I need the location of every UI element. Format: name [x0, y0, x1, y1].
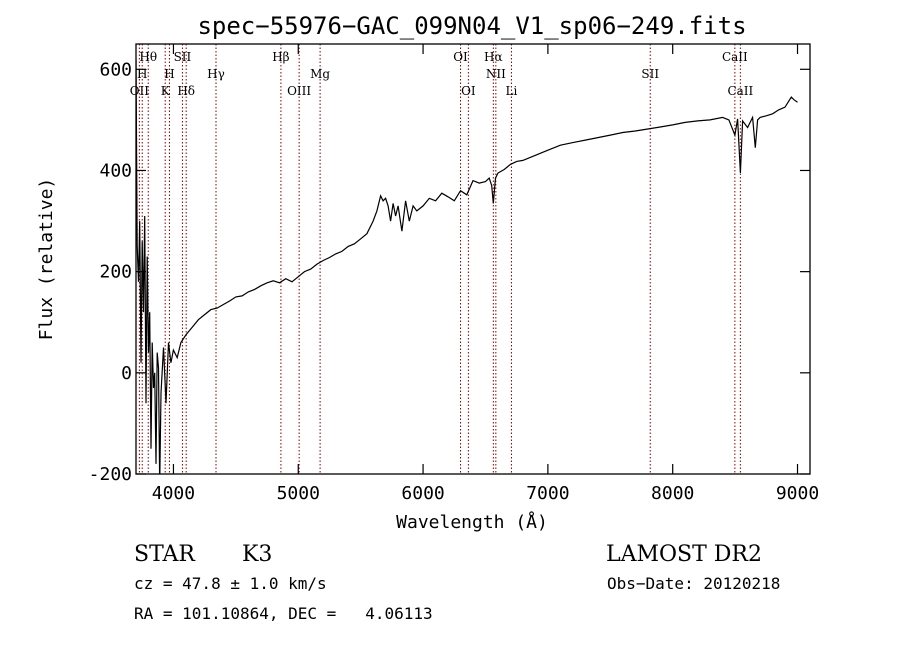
emission-line-label: H	[164, 67, 174, 81]
emission-line-label: Hγ	[207, 67, 225, 81]
x-tick-label: 7000	[526, 483, 569, 504]
emission-line-label: CaII	[722, 50, 748, 64]
emission-line-label: Hθ	[139, 50, 157, 64]
emission-line-label: OII	[130, 84, 150, 98]
y-tick-label: 200	[99, 262, 132, 283]
emission-line-label: CaII	[727, 84, 753, 98]
y-tick-label: 0	[121, 363, 132, 384]
emission-line-label: SII	[174, 50, 192, 64]
emission-line-markers	[138, 44, 741, 474]
emission-line-label: Li	[506, 84, 518, 98]
coordinates: RA = 101.10864, DEC = 4.06113	[134, 604, 433, 623]
x-tick-label: 9000	[776, 483, 819, 504]
x-tick-label: 5000	[277, 483, 320, 504]
redshift-cz: cz = 47.8 ± 1.0 km/s	[134, 574, 327, 593]
survey-name: LAMOST DR2	[606, 542, 762, 567]
emission-line-label: NII	[486, 67, 506, 81]
y-axis-label: Flux (relative)	[36, 178, 57, 341]
emission-line-label: K	[161, 84, 171, 98]
plot-frame	[135, 43, 811, 475]
x-tick-label: 4000	[152, 483, 195, 504]
emission-line-label: Hα	[484, 50, 503, 64]
y-axis: -200 0 200 400 600	[89, 59, 810, 485]
y-tick-label: 600	[99, 59, 132, 80]
x-tick-label: 6000	[401, 483, 444, 504]
spectrum-line	[136, 59, 798, 474]
observation-date: Obs−Date: 20120218	[607, 574, 780, 593]
emission-line-label: OI	[453, 50, 468, 64]
emission-line-label: Hδ	[177, 84, 195, 98]
x-axis-label: Wavelength (Å)	[396, 511, 548, 533]
emission-line-label: Mg	[310, 67, 330, 81]
chart-title: spec−55976−GAC_099N04_V1_sp06−249.fits	[197, 12, 746, 40]
emission-line-label: H	[137, 67, 147, 81]
object-subclass: K3	[242, 542, 272, 567]
emission-line-label: SII	[641, 67, 659, 81]
x-tick-label: 8000	[651, 483, 694, 504]
object-class: STAR	[134, 542, 196, 567]
emission-line-label: OI	[461, 84, 476, 98]
emission-line-label: Hβ	[272, 50, 289, 64]
y-tick-label: 400	[99, 160, 132, 181]
emission-line-label: OIII	[287, 84, 311, 98]
y-tick-label: -200	[89, 464, 132, 485]
x-axis: 4000 5000 6000 7000 8000 9000	[152, 44, 819, 504]
